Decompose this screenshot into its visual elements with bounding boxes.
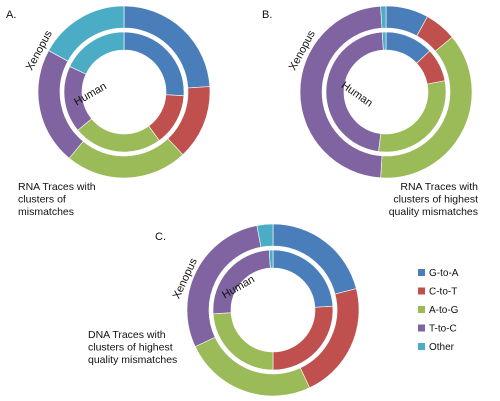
panel-label: A. [6,9,16,21]
outer-ring-slice-other [256,223,274,248]
inner-ring-slice-other [268,249,274,269]
legend-swatch-g-to-a [418,269,425,276]
chart-caption-line: RNA Traces with [18,181,96,193]
legend-swatch-t-to-c [418,324,425,332]
legend-label-other: Other [429,342,455,353]
chart-caption-line: quality mismatches [88,354,177,366]
legend-label-g-to-a: G-to-A [429,268,459,279]
outer-ring-slice-t-to-c [299,5,383,179]
inner-ring-slice-t-to-c [325,31,384,152]
panel-label: C. [155,231,166,243]
chart-caption-line: clusters of [18,194,66,206]
inner-ring-slice-other [69,31,125,75]
panel-label: B. [262,9,272,21]
legend-label-c-to-t: C-to-T [429,287,457,298]
chart-caption-line: RNA Traces with [400,181,478,193]
chart-caption-line: clusters of highest [393,194,478,206]
chart-caption-line: DNA Traces with [88,329,166,341]
chart-caption-line: quality mismatches [389,206,478,218]
legend: G-to-A C-to-T A-to-G T-to-C Other [418,268,459,353]
legend-label-a-to-g: A-to-G [429,305,459,316]
chart-caption-line: mismatches [18,206,74,218]
inner-ring-slice-other [381,31,387,51]
chart-caption-line: clusters of highest [88,342,173,354]
legend-swatch-a-to-g [418,306,425,313]
legend-swatch-other [418,343,425,350]
legend-label-t-to-c: T-to-C [429,324,457,335]
outer-ring-slice-other [380,5,387,29]
legend-swatch-c-to-t [418,287,425,295]
outer-ring-slice-other [48,5,125,62]
